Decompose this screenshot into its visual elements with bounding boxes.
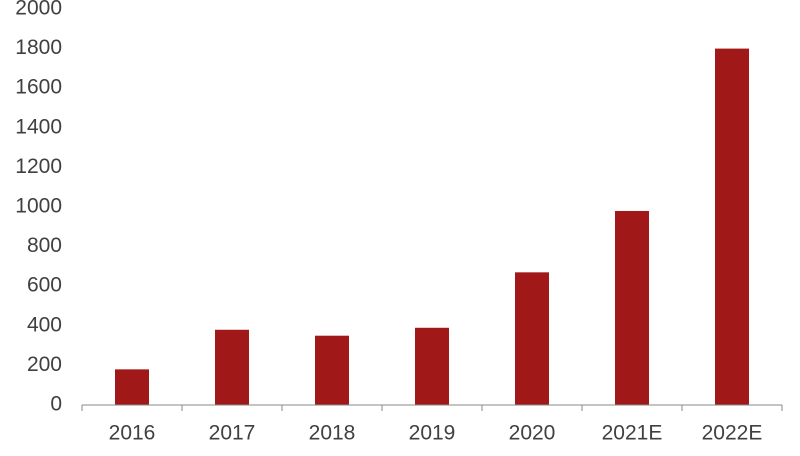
y-tick-label: 600 [27, 274, 62, 297]
y-tick-label: 1200 [15, 155, 62, 178]
x-tick-label: 2019 [409, 422, 456, 445]
bar [215, 329, 249, 405]
bar [415, 327, 449, 405]
x-tick-label: 2020 [509, 422, 556, 445]
y-tick-label: 2000 [15, 0, 62, 20]
x-tick-label: 2021E [602, 422, 663, 445]
bar [315, 335, 349, 405]
y-tick-label: 1600 [15, 76, 62, 99]
bar [715, 48, 749, 405]
y-tick-label: 1000 [15, 195, 62, 218]
x-tick-label: 2016 [109, 422, 156, 445]
y-tick-label: 1400 [15, 115, 62, 138]
bar [115, 369, 149, 405]
x-tick-label: 2017 [209, 422, 256, 445]
y-tick-label: 800 [27, 234, 62, 257]
y-tick-label: 0 [50, 393, 62, 416]
bar [615, 210, 649, 405]
x-tick-label: 2018 [309, 422, 356, 445]
bar [515, 272, 549, 405]
y-tick-label: 1800 [15, 36, 62, 59]
y-tick-label: 200 [27, 353, 62, 376]
y-tick-label: 400 [27, 313, 62, 336]
x-tick-label: 2022E [702, 422, 763, 445]
